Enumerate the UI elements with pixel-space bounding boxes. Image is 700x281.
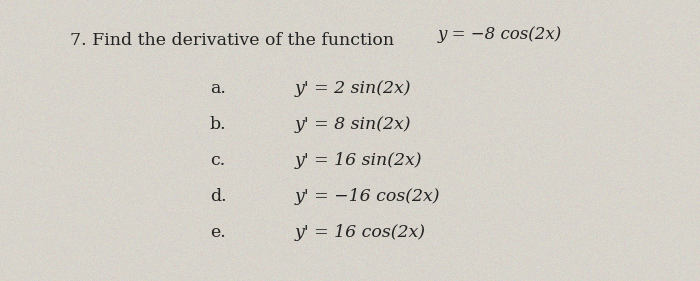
Text: y' = 16 sin(2x): y' = 16 sin(2x) <box>295 152 423 169</box>
Text: y' = 8 sin(2x): y' = 8 sin(2x) <box>295 116 412 133</box>
Text: c.: c. <box>210 152 225 169</box>
Text: 7. Find the derivative of the function: 7. Find the derivative of the function <box>70 32 400 49</box>
Text: y = −8 cos(2x): y = −8 cos(2x) <box>438 26 562 43</box>
Text: e.: e. <box>210 224 225 241</box>
Text: a.: a. <box>210 80 226 97</box>
Text: y' = −16 cos(2x): y' = −16 cos(2x) <box>295 188 440 205</box>
Text: d.: d. <box>210 188 227 205</box>
Text: y' = 2 sin(2x): y' = 2 sin(2x) <box>295 80 412 97</box>
Text: b.: b. <box>210 116 227 133</box>
Text: y' = 16 cos(2x): y' = 16 cos(2x) <box>295 224 426 241</box>
